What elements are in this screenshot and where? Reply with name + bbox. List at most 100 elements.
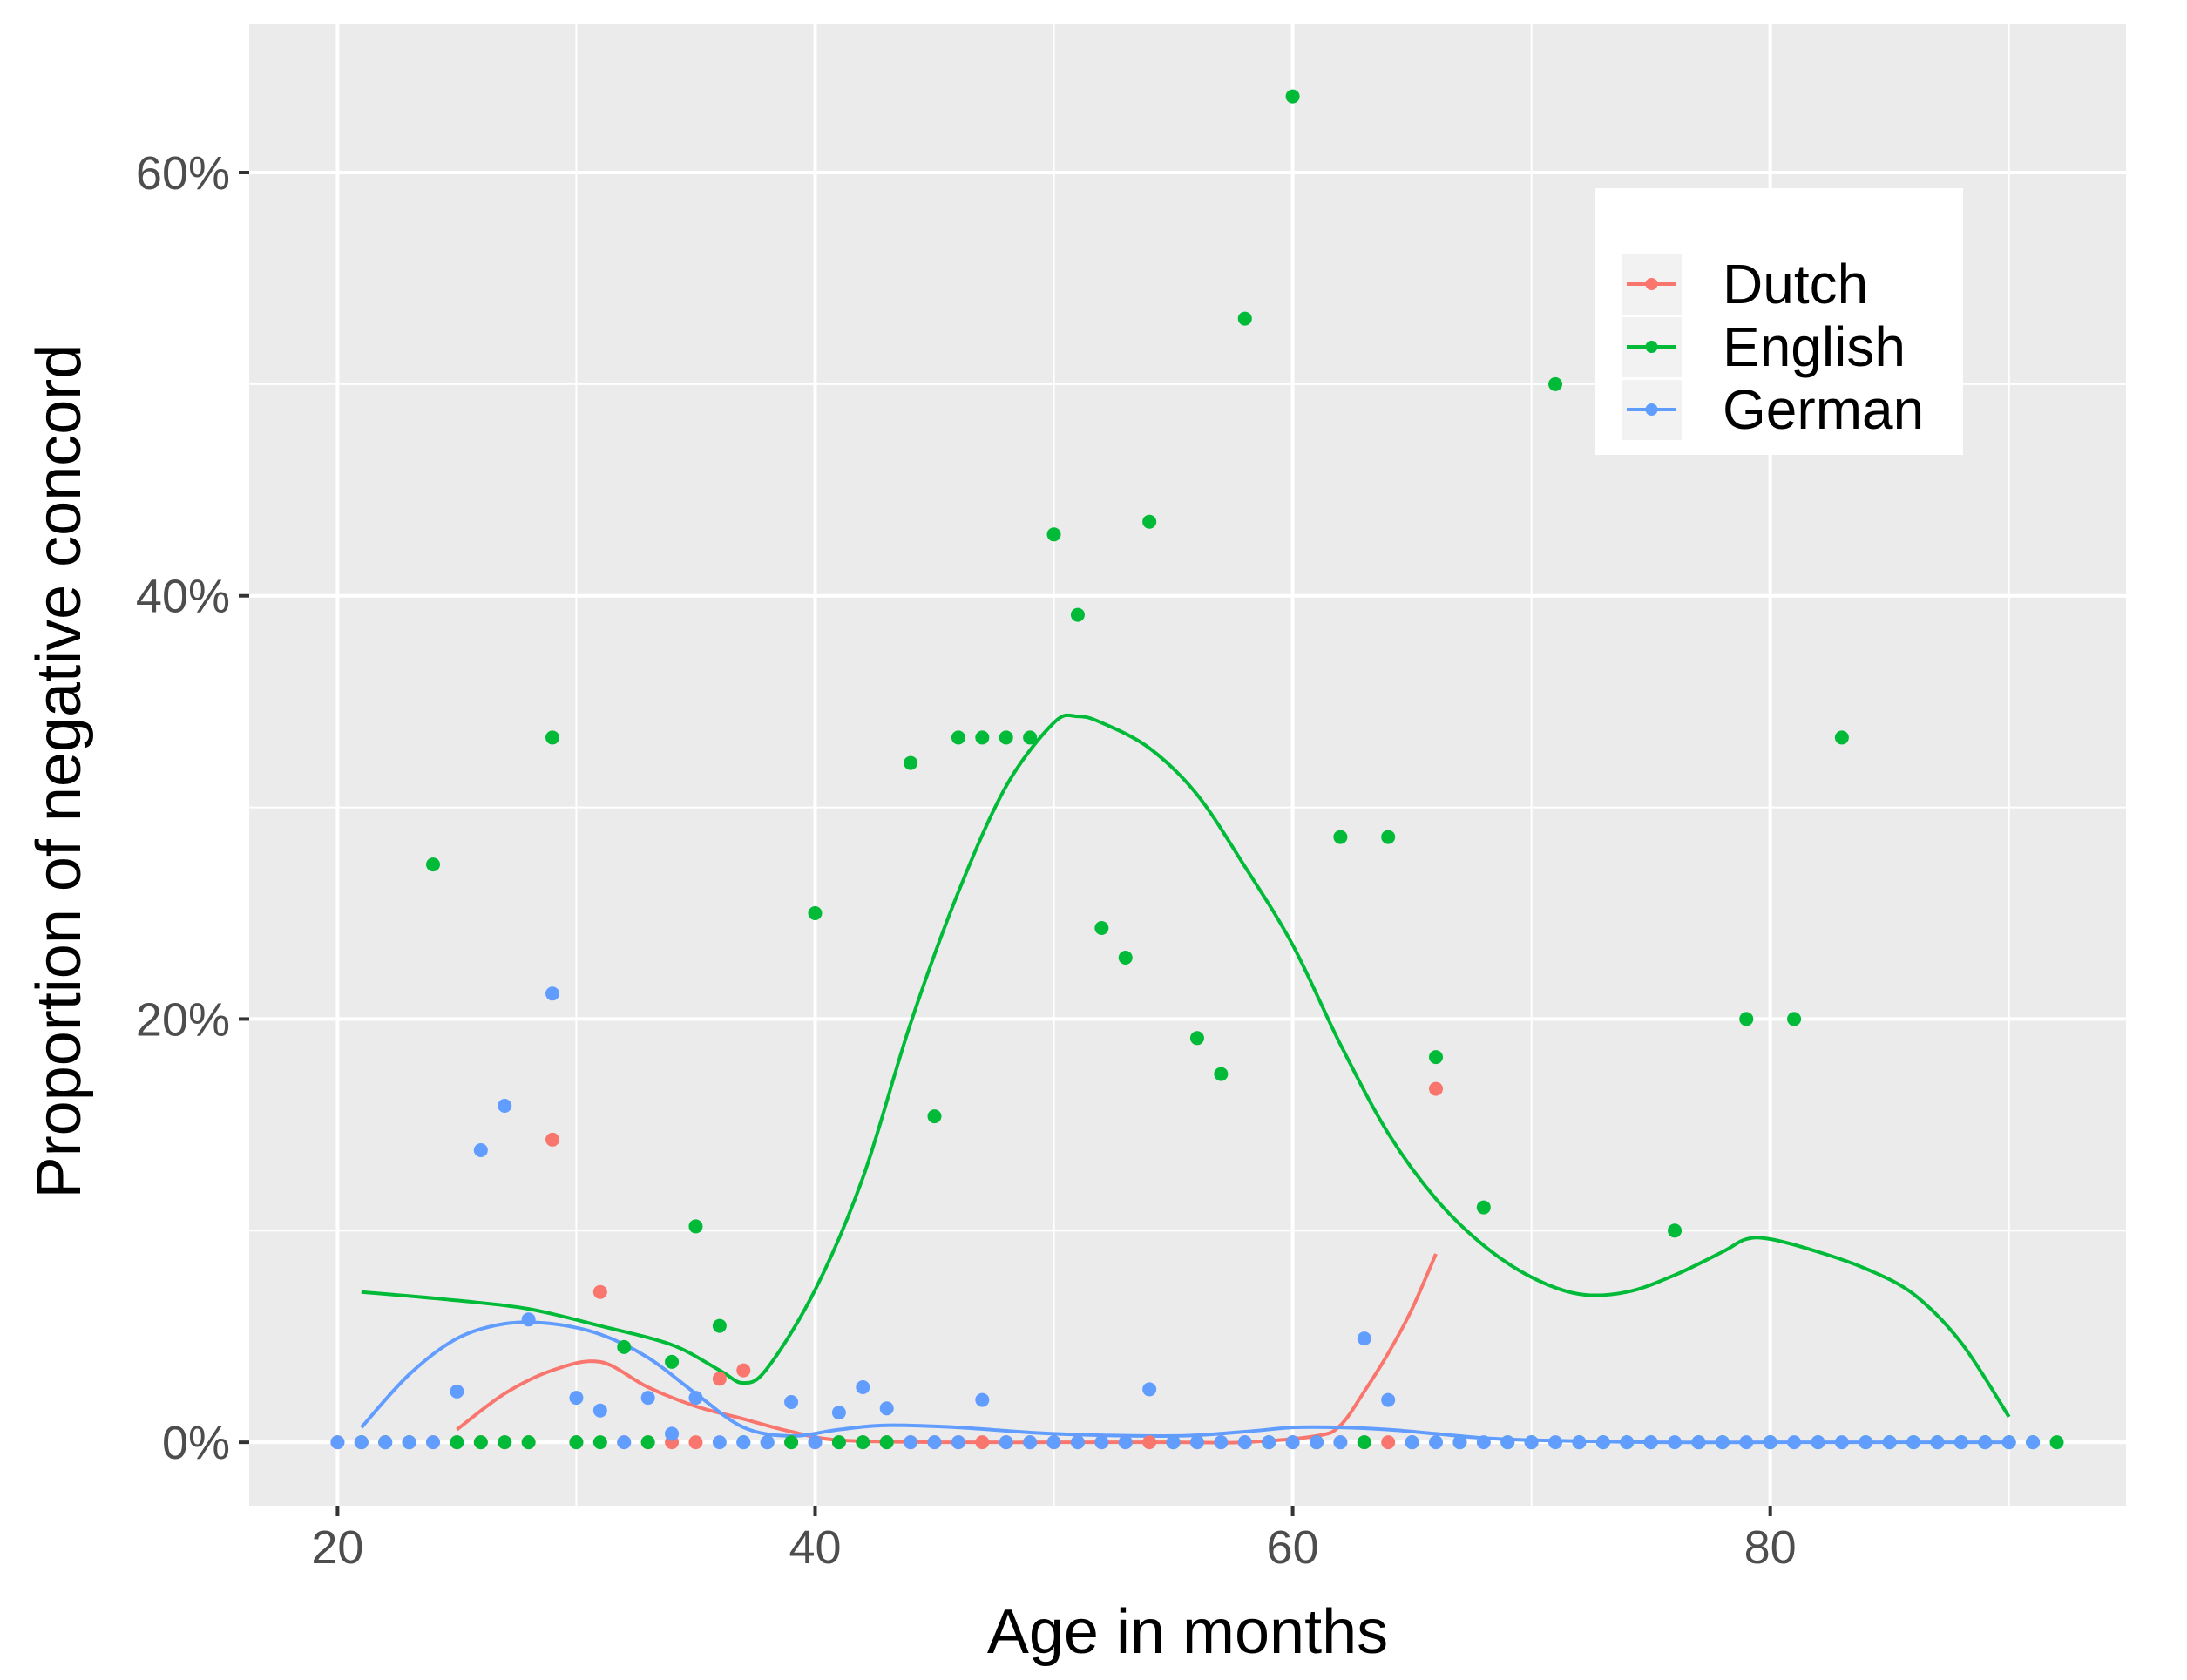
point-german-39 bbox=[1262, 1435, 1276, 1450]
point-english-30 bbox=[1070, 607, 1085, 622]
point-german-56 bbox=[1668, 1435, 1683, 1450]
point-german-33 bbox=[1118, 1435, 1133, 1450]
x-axis-title: Age in months bbox=[987, 1597, 1388, 1667]
legend-label-dutch: Dutch bbox=[1723, 253, 1868, 315]
point-english-12 bbox=[640, 1435, 655, 1450]
point-german-46 bbox=[1429, 1435, 1444, 1450]
legend-label-english: English bbox=[1723, 315, 1906, 378]
point-german-69 bbox=[1978, 1435, 1993, 1450]
point-english-19 bbox=[808, 906, 823, 920]
legend-key-german-dot bbox=[1645, 403, 1658, 416]
x-tick-label-40: 40 bbox=[789, 1521, 841, 1574]
x-tick-label-20: 20 bbox=[311, 1521, 363, 1574]
point-dutch-34 bbox=[1142, 1435, 1157, 1450]
point-german-6 bbox=[473, 1143, 488, 1157]
point-english-15 bbox=[712, 1318, 727, 1333]
point-english-9 bbox=[569, 1435, 584, 1450]
point-german-54 bbox=[1620, 1435, 1635, 1450]
point-german-11 bbox=[592, 1403, 607, 1418]
point-english-28 bbox=[1023, 730, 1038, 745]
point-german-68 bbox=[1953, 1435, 1968, 1450]
point-german-65 bbox=[1882, 1435, 1897, 1450]
point-german-59 bbox=[1739, 1435, 1754, 1450]
point-dutch-11 bbox=[592, 1284, 607, 1299]
point-dutch-15 bbox=[688, 1435, 703, 1450]
point-german-71 bbox=[2026, 1435, 2041, 1450]
point-german-34 bbox=[1142, 1382, 1157, 1397]
x-tick-label-60: 60 bbox=[1267, 1521, 1319, 1574]
point-german-5 bbox=[450, 1384, 464, 1399]
point-german-66 bbox=[1906, 1435, 1921, 1450]
point-english-31 bbox=[1094, 921, 1109, 935]
legend-key-dutch-dot bbox=[1645, 278, 1658, 290]
point-dutch-44 bbox=[1381, 1435, 1396, 1450]
point-german-12 bbox=[617, 1435, 632, 1450]
point-english-37 bbox=[1237, 311, 1252, 326]
point-german-37 bbox=[1214, 1435, 1229, 1450]
point-german-55 bbox=[1643, 1435, 1658, 1450]
point-german-60 bbox=[1763, 1435, 1777, 1450]
point-english-36 bbox=[1214, 1067, 1229, 1081]
point-german-40 bbox=[1285, 1435, 1300, 1450]
point-german-4 bbox=[426, 1435, 441, 1450]
point-english-7 bbox=[521, 1435, 536, 1450]
point-german-61 bbox=[1787, 1435, 1802, 1450]
point-english-35 bbox=[1189, 1031, 1204, 1046]
point-english-11 bbox=[617, 1339, 632, 1354]
point-german-53 bbox=[1595, 1435, 1610, 1450]
point-english-25 bbox=[951, 730, 965, 745]
point-german-45 bbox=[1405, 1435, 1419, 1450]
point-german-63 bbox=[1834, 1435, 1849, 1450]
point-german-32 bbox=[1094, 1435, 1109, 1450]
point-english-22 bbox=[879, 1435, 894, 1450]
point-german-10 bbox=[569, 1391, 584, 1406]
point-english-41 bbox=[1333, 830, 1348, 844]
point-english-14 bbox=[688, 1219, 703, 1234]
scatter-points bbox=[330, 89, 2064, 1450]
point-english-5 bbox=[473, 1435, 488, 1450]
point-german-48 bbox=[1476, 1435, 1491, 1450]
y-tick-label-40: 40% bbox=[136, 571, 230, 623]
point-english-13 bbox=[665, 1354, 680, 1369]
y-tick-label-60: 60% bbox=[136, 147, 230, 200]
point-dutch-17 bbox=[736, 1363, 751, 1378]
point-english-50 bbox=[1548, 376, 1563, 391]
point-german-19 bbox=[784, 1395, 799, 1409]
point-english-32 bbox=[1118, 951, 1133, 965]
point-german-8 bbox=[521, 1312, 536, 1327]
point-english-42 bbox=[1357, 1435, 1371, 1450]
point-german-3 bbox=[402, 1435, 416, 1450]
point-german-58 bbox=[1715, 1435, 1730, 1450]
point-german-67 bbox=[1930, 1435, 1945, 1450]
point-english-43 bbox=[1381, 830, 1396, 844]
smooth-line-english bbox=[361, 713, 2011, 1419]
point-english-47 bbox=[1476, 1200, 1491, 1215]
point-dutch-9 bbox=[545, 1132, 560, 1147]
point-german-35 bbox=[1166, 1435, 1181, 1450]
point-german-1 bbox=[354, 1435, 369, 1450]
point-german-43 bbox=[1357, 1331, 1371, 1346]
legend-key-english-dot bbox=[1645, 341, 1658, 353]
point-german-22 bbox=[856, 1380, 870, 1394]
point-german-44 bbox=[1381, 1392, 1396, 1407]
point-german-47 bbox=[1452, 1435, 1467, 1450]
point-german-25 bbox=[927, 1435, 942, 1450]
point-english-6 bbox=[498, 1435, 512, 1450]
point-german-38 bbox=[1237, 1435, 1252, 1450]
point-german-52 bbox=[1572, 1435, 1587, 1450]
point-german-41 bbox=[1309, 1435, 1324, 1450]
point-german-2 bbox=[378, 1435, 393, 1450]
point-german-15 bbox=[688, 1391, 703, 1406]
point-german-23 bbox=[879, 1401, 894, 1416]
point-german-64 bbox=[1859, 1435, 1873, 1450]
y-tick-label-0: 0% bbox=[162, 1417, 230, 1469]
point-german-36 bbox=[1189, 1435, 1204, 1450]
point-english-20 bbox=[831, 1435, 846, 1450]
x-tick-label-80: 80 bbox=[1744, 1521, 1797, 1574]
point-english-45 bbox=[1429, 1050, 1444, 1065]
point-english-4 bbox=[450, 1435, 464, 1450]
point-dutch-27 bbox=[975, 1435, 990, 1450]
point-english-3 bbox=[426, 857, 441, 872]
